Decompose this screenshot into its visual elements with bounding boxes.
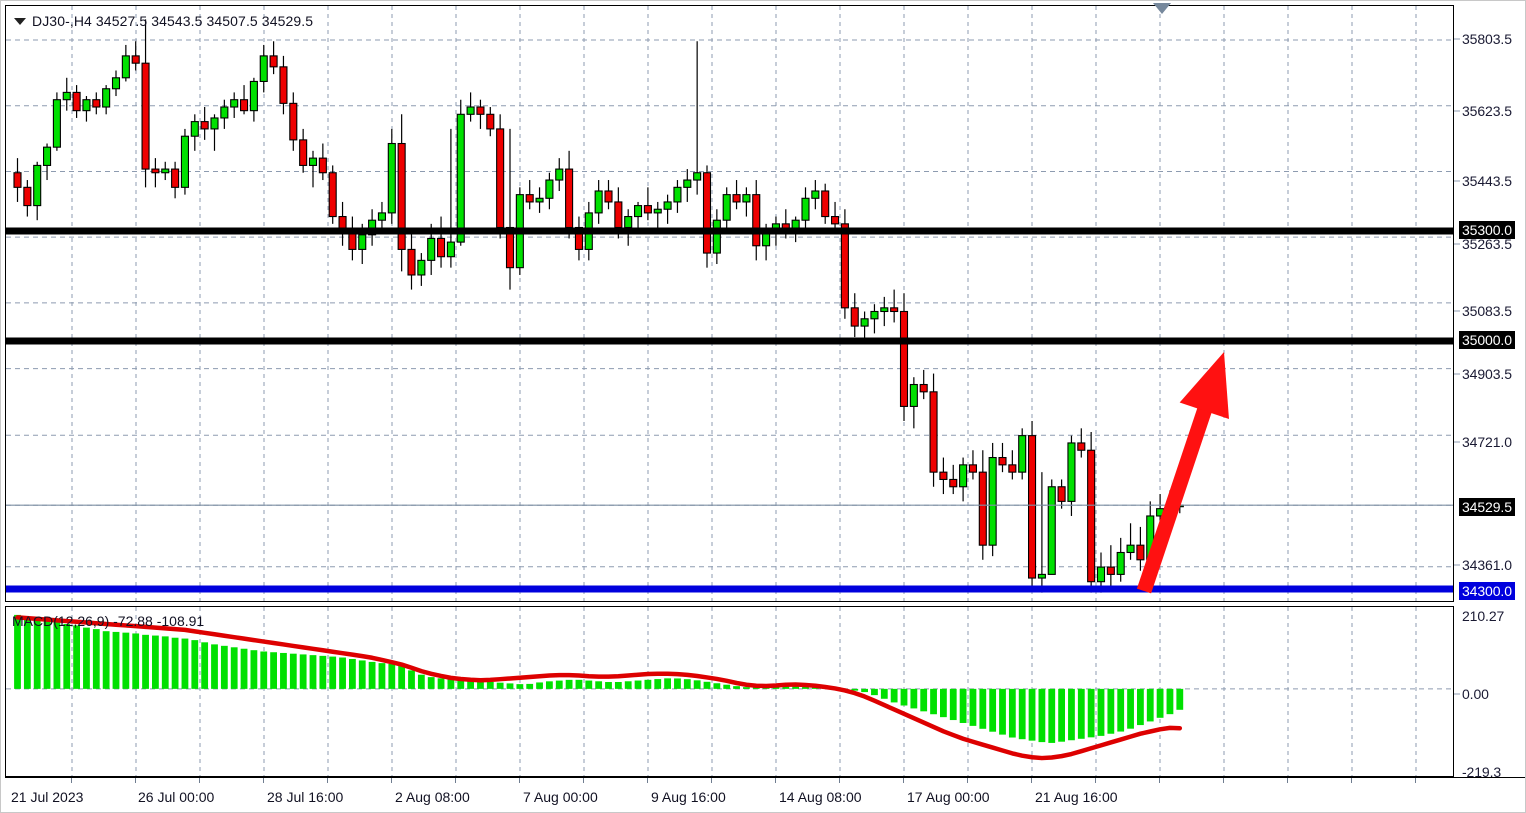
price-chart-pane[interactable]: DJ30-,H4 34527.5 34543.5 34507.5 34529.5 [5, 5, 1454, 602]
price-axis-tick [1454, 243, 1460, 245]
price-axis-highlight-label: 35000.0 [1459, 331, 1515, 349]
price-axis-support-label: 34300.0 [1459, 582, 1515, 600]
time-axis-label: 17 Aug 00:00 [907, 789, 990, 805]
time-axis-tick [519, 778, 520, 783]
time-axis-tick [199, 778, 200, 783]
time-axis-label: 2 Aug 08:00 [395, 789, 470, 805]
time-axis-tick [775, 778, 776, 783]
time-axis-tick [1287, 778, 1288, 783]
time-axis-tick [1351, 778, 1352, 783]
macd-chart-canvas [6, 607, 1453, 776]
time-axis-tick [1031, 778, 1032, 783]
triangle-down-icon[interactable] [14, 17, 26, 25]
price-axis[interactable]: 35803.5 35623.5 35443.5 35300.0 35263.5 35083… [1454, 5, 1525, 602]
chart-header-text: DJ30-,H4 34527.5 34543.5 34507.5 34529.5 [32, 13, 314, 29]
price-axis-highlight-label: 35300.0 [1459, 221, 1515, 239]
time-axis-label: 7 Aug 00:00 [523, 789, 598, 805]
time-axis-tick [135, 778, 136, 783]
price-axis-label: 34361.0 [1462, 557, 1512, 573]
price-axis-label: 35443.5 [1462, 173, 1512, 189]
time-axis-label: 21 Aug 16:00 [1035, 789, 1118, 805]
price-axis-tick [1454, 110, 1460, 112]
time-axis-label: 9 Aug 16:00 [651, 789, 726, 805]
time-axis-tick [71, 778, 72, 783]
macd-indicator-pane[interactable]: MACD(12,26,9) -72.88 -108.91 [5, 606, 1454, 777]
price-axis-label: 34721.0 [1462, 434, 1512, 450]
price-axis-label: 35803.5 [1462, 31, 1512, 47]
macd-axis-label: 0.00 [1462, 686, 1489, 702]
macd-axis-label: -219.3 [1462, 764, 1502, 777]
time-axis-label: 21 Jul 2023 [11, 789, 84, 805]
time-axis-tick [903, 778, 904, 783]
price-axis-label: 35083.5 [1462, 303, 1512, 319]
time-axis-tick [1095, 778, 1096, 783]
price-axis-highlight-label: 34529.5 [1459, 498, 1515, 516]
price-axis-tick [1454, 441, 1460, 443]
time-axis-tick [1415, 778, 1416, 783]
price-axis-tick [1454, 564, 1460, 566]
time-axis-tick [967, 778, 968, 783]
time-axis-tick [711, 778, 712, 783]
time-axis-tick [327, 778, 328, 783]
price-axis-tick [1454, 373, 1460, 375]
macd-axis-label: 210.27 [1462, 608, 1505, 624]
time-axis-label: 26 Jul 00:00 [138, 789, 215, 805]
chart-header: DJ30-,H4 34527.5 34543.5 34507.5 34529.5 [14, 13, 313, 29]
time-axis-label: 14 Aug 08:00 [779, 789, 862, 805]
time-axis-tick [1159, 778, 1160, 783]
price-chart-canvas [6, 6, 1453, 601]
time-axis[interactable]: 21 Jul 2023 26 Jul 00:00 28 Jul 16:00 2 Aug… [5, 777, 1525, 812]
macd-axis[interactable]: 210.27 0.00 -219.3 [1454, 606, 1525, 777]
time-axis-tick [263, 778, 264, 783]
time-axis-tick [391, 778, 392, 783]
price-axis-label: 35263.5 [1462, 236, 1512, 252]
time-axis-tick [647, 778, 648, 783]
price-axis-label: 35623.5 [1462, 103, 1512, 119]
scroll-marker-icon[interactable] [1153, 3, 1171, 14]
time-axis-tick [839, 778, 840, 783]
price-axis-label: 34903.5 [1462, 366, 1512, 382]
macd-label: MACD(12,26,9) -72.88 -108.91 [12, 613, 205, 629]
price-axis-tick [1454, 38, 1460, 40]
price-axis-tick [1454, 310, 1460, 312]
macd-axis-tick [1454, 693, 1460, 695]
time-axis-tick [455, 778, 456, 783]
price-axis-tick [1454, 180, 1460, 182]
time-axis-label: 28 Jul 16:00 [267, 789, 344, 805]
time-axis-tick [583, 778, 584, 783]
time-axis-tick [1223, 778, 1224, 783]
